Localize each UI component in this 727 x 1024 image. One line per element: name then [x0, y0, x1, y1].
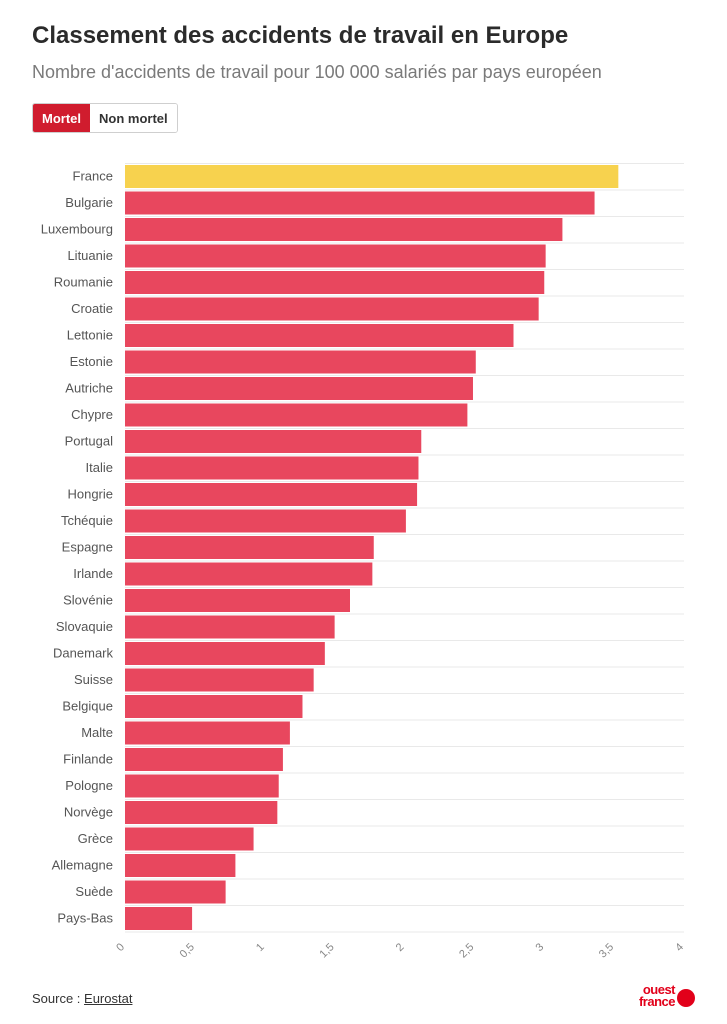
toggle-non-mortel-button[interactable]: Non mortel [90, 104, 177, 132]
x-tick-label: 1,5 [317, 941, 336, 960]
logo-line-2: france [638, 994, 676, 1009]
x-tick-label: 3 [534, 941, 547, 954]
bar [125, 827, 254, 851]
category-label: Slovaquie [56, 619, 113, 634]
bar [125, 191, 595, 215]
x-tick-label: 1 [254, 941, 267, 954]
bar [125, 244, 546, 268]
bar [125, 854, 236, 877]
category-label: Portugal [65, 434, 114, 449]
category-label: Espagne [62, 540, 113, 555]
category-label: Suède [75, 884, 113, 899]
bar [125, 668, 314, 692]
bar [125, 218, 563, 241]
category-label: Suisse [74, 672, 113, 687]
category-label: Irlande [73, 566, 113, 581]
source-link[interactable]: Eurostat [84, 991, 133, 1006]
category-label: Roumanie [54, 275, 113, 290]
category-label: Slovénie [63, 593, 113, 608]
logo-mark-icon [677, 989, 695, 1007]
bar-chart: France Bulgarie Luxembourg Lituanie Roumanie… [41, 163, 686, 960]
logo-line-1: ouest [642, 982, 676, 997]
x-tick-label: 3,5 [597, 941, 616, 960]
category-label: Autriche [65, 381, 113, 396]
category-label: Luxembourg [41, 222, 113, 237]
bar [125, 801, 278, 824]
bar [125, 509, 406, 533]
bar [125, 456, 419, 480]
source-prefix: Source : [32, 991, 85, 1006]
metric-toggle: Mortel Non mortel [32, 103, 178, 133]
category-label: Pays-Bas [57, 911, 113, 926]
x-tick-label: 2 [394, 941, 407, 954]
bar [125, 907, 193, 930]
category-label: Lettonie [67, 328, 113, 343]
toggle-mortel-button[interactable]: Mortel [33, 104, 90, 132]
bar [125, 642, 325, 665]
category-label: France [73, 169, 113, 184]
category-label: Allemagne [52, 858, 113, 873]
chart-subtitle: Nombre d'accidents de travail pour 100 0… [32, 62, 602, 82]
chart-title: Classement des accidents de travail en E… [32, 22, 569, 49]
category-label: Norvège [64, 805, 113, 820]
bar [125, 695, 303, 718]
x-tick-label: 0,5 [178, 941, 197, 960]
category-label: Finlande [63, 752, 113, 767]
bar [125, 430, 422, 453]
bar [125, 483, 418, 506]
bar [125, 324, 514, 347]
bar [125, 880, 226, 904]
category-label: Pologne [65, 778, 113, 793]
category-label: Chypre [71, 407, 113, 422]
bar [125, 774, 279, 798]
category-label: Danemark [53, 646, 113, 661]
source-note: Source : Eurostat [32, 991, 132, 1006]
category-label: Grèce [78, 831, 113, 846]
category-label: Tchéquie [61, 513, 113, 528]
category-label: Estonie [70, 354, 113, 369]
bar [125, 589, 350, 612]
bar [125, 297, 539, 321]
x-tick-label: 4 [673, 941, 686, 954]
logo-wordmark: ouest france [625, 982, 676, 1009]
category-label: Belgique [62, 699, 113, 714]
bar [125, 615, 335, 639]
x-tick-label: 2,5 [457, 941, 476, 960]
category-label: Malte [81, 725, 113, 740]
category-label: Hongrie [67, 487, 113, 502]
bar [125, 350, 476, 374]
bar [125, 562, 373, 586]
bar [125, 536, 374, 559]
bar [125, 165, 619, 188]
ouest-france-logo: ouest france [625, 982, 697, 1012]
bar [125, 748, 283, 771]
bar [125, 271, 545, 294]
bar [125, 403, 468, 427]
category-label: Italie [86, 460, 113, 475]
category-label: Croatie [71, 301, 113, 316]
x-tick-label: 0 [114, 941, 127, 954]
category-label: Bulgarie [65, 195, 113, 210]
category-label: Lituanie [67, 248, 113, 263]
bar [125, 377, 473, 400]
bar [125, 721, 290, 745]
